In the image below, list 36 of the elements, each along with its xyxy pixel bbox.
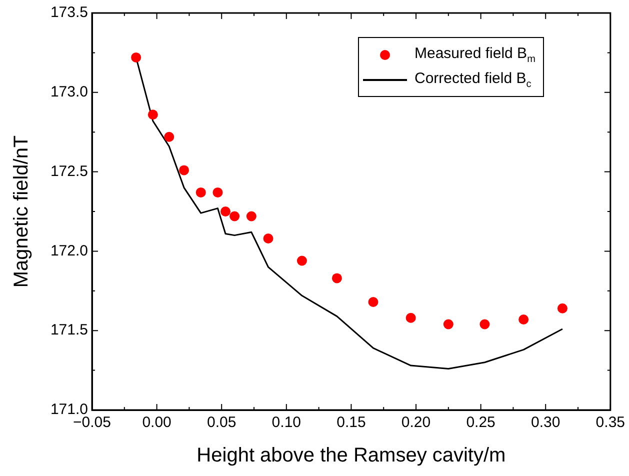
legend-label: Measured field B$_{m}$ — [414, 44, 536, 64]
x-tick-label: −0.05 — [73, 414, 111, 432]
point — [557, 303, 568, 314]
x-tick-label: 0.35 — [596, 414, 626, 432]
y-tick-label: 171.5 — [50, 322, 88, 339]
x-tick-label: 0.10 — [272, 414, 302, 432]
point — [179, 165, 190, 176]
x-tick-label: 0.30 — [531, 414, 560, 432]
point — [406, 312, 416, 323]
point — [164, 132, 174, 142]
y-axis-title: Magnetic field/nT — [10, 135, 33, 288]
y-tick-label: 172.0 — [50, 242, 88, 260]
point — [220, 206, 230, 216]
point — [246, 211, 256, 222]
x-tick-label: 0.05 — [207, 414, 236, 432]
y-tick-label: 173.0 — [50, 84, 88, 101]
point — [443, 319, 454, 330]
x-axis-title: Height above the Ramsey cavity/m — [196, 444, 506, 467]
point — [230, 211, 240, 222]
y-tick-label: 173.5 — [50, 4, 88, 22]
point — [296, 256, 307, 266]
x-tick-label: 0.15 — [336, 414, 366, 432]
legend-label: Corrected field B$_{c}$ — [414, 70, 532, 90]
x-tick-label: 0.20 — [401, 414, 431, 432]
point — [148, 110, 158, 120]
y-tick-label: 172.5 — [50, 162, 88, 180]
point — [196, 187, 206, 198]
x-tick-label: 0.00 — [142, 414, 172, 432]
point — [131, 52, 142, 62]
point — [212, 187, 223, 198]
x-tick-label: 0.25 — [466, 414, 496, 432]
point — [263, 233, 274, 244]
point — [368, 297, 378, 308]
point — [480, 319, 490, 330]
point — [332, 273, 342, 284]
point — [518, 314, 529, 324]
